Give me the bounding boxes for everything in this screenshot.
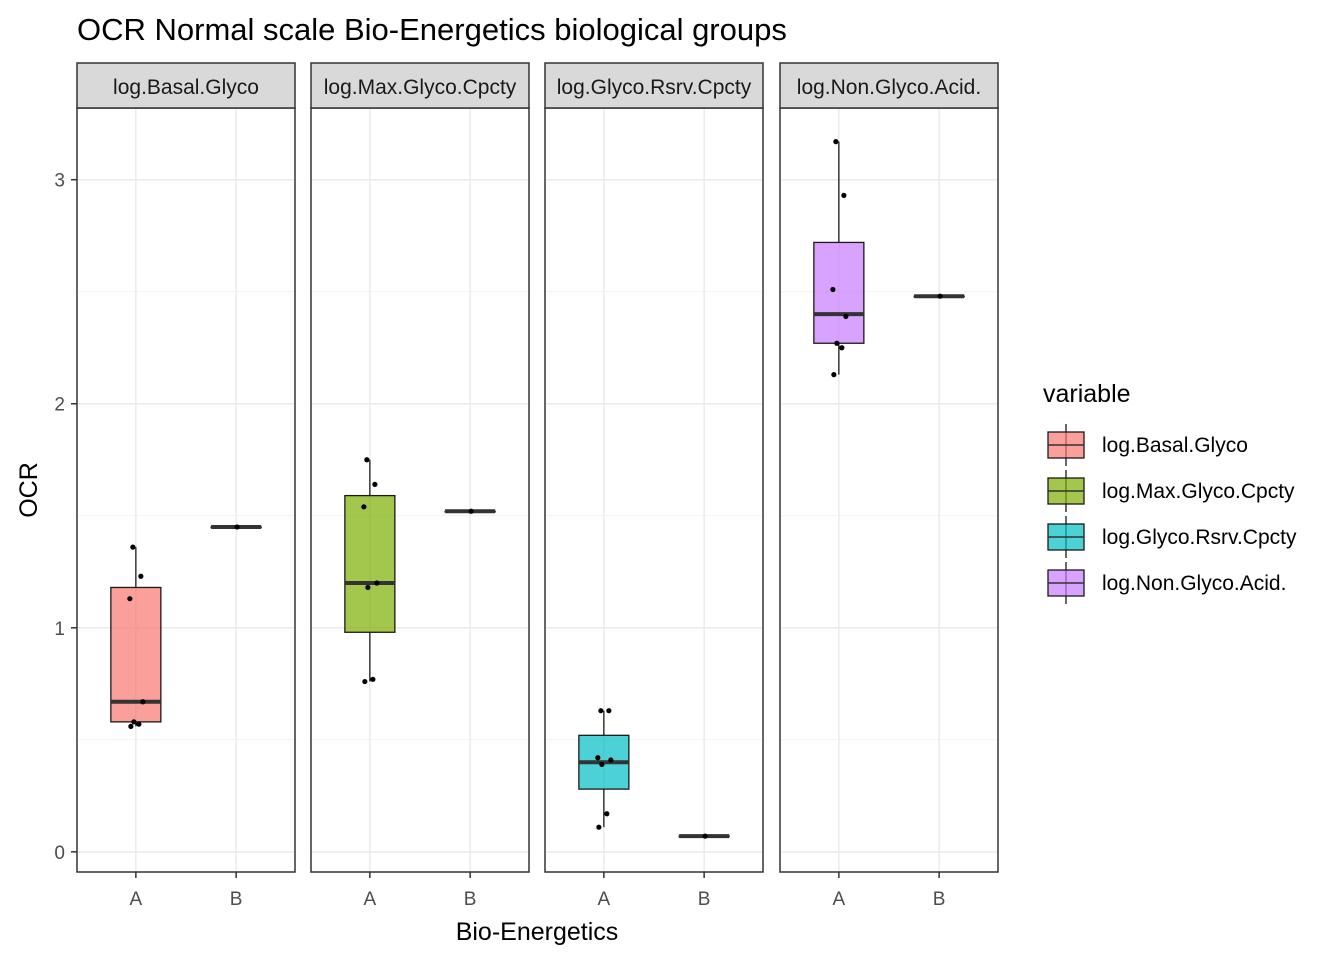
box-body [813,241,865,344]
legend-entry: log.Glyco.Rsrv.Cpcty [1047,516,1297,558]
legend-entry-label: log.Glyco.Rsrv.Cpcty [1102,526,1297,549]
x-tick-label: B [464,889,477,910]
x-tick-label: B [933,889,946,910]
data-point [364,457,370,463]
box [344,459,396,682]
facet-panel: log.Max.Glyco.Cpcty A B [310,62,530,910]
y-axis-title: OCR [15,462,43,518]
legend-entry-label: log.Non.Glyco.Acid. [1102,572,1286,595]
data-point [834,340,840,346]
panel-background [545,108,763,872]
y-tick-label: 2 [54,395,65,416]
data-point [841,192,847,198]
box [813,141,865,375]
x-tick-label: B [230,889,243,910]
facet-strip [779,62,999,109]
data-point [843,313,849,319]
data-point [365,584,371,591]
facet-panel: log.Glyco.Rsrv.Cpcty A B [544,62,764,910]
box-body [344,494,396,633]
data-point [596,824,602,830]
data-point [831,372,837,378]
data-point [830,286,836,293]
legend-entry-label: log.Max.Glyco.Cpcty [1102,480,1295,503]
facet-strip-label: log.Basal.Glyco [113,76,259,99]
panel-background [77,108,295,872]
data-point [372,481,378,487]
data-point [608,757,614,763]
data-point [468,508,474,514]
data-point [128,723,134,729]
data-point [595,755,601,761]
chart-title: OCR Normal scale Bio-Energetics biologic… [77,12,787,47]
x-axis-title: Bio-Energetics [456,918,619,946]
facet-strip-label: log.Non.Glyco.Acid. [797,76,981,99]
data-point [702,833,708,839]
facet-strip-label: log.Glyco.Rsrv.Cpcty [557,76,752,99]
data-point [127,596,133,602]
legend-entry: log.Max.Glyco.Cpcty [1047,470,1295,512]
legend-entry-label: log.Basal.Glyco [1102,434,1248,457]
x-tick-label: A [833,889,846,910]
legend-entry: log.Non.Glyco.Acid. [1047,562,1286,604]
data-point [606,708,612,714]
facet-strip [544,62,764,109]
data-point [138,573,144,579]
data-point [604,811,610,817]
data-point [131,719,137,725]
data-point [136,721,142,727]
facet-strip [310,62,530,109]
y-tick-label: 3 [54,171,65,192]
x-tick-label: B [698,889,711,910]
facet-panel: log.Basal.Glyco A B [76,62,296,910]
y-tick-label: 1 [54,619,65,640]
data-point [598,708,604,714]
x-tick-label: A [364,889,377,910]
data-point [374,580,380,586]
data-point [370,676,376,682]
panel-background [311,108,529,872]
y-axis: 0 1 2 3 [54,171,77,864]
facet-panel: log.Non.Glyco.Acid. A B [779,62,999,910]
data-point [937,293,943,299]
data-point [839,345,845,351]
y-tick-label: 0 [54,843,65,864]
x-tick-label: A [598,889,611,910]
box [578,710,630,828]
data-point [833,139,839,145]
facet-strip-label: log.Max.Glyco.Cpcty [324,76,517,99]
legend-title: variable [1043,380,1131,408]
data-point [140,699,146,705]
x-tick-label: A [130,889,143,910]
legend-entry: log.Basal.Glyco [1047,424,1248,466]
data-point [361,504,367,510]
box [110,547,162,727]
facet-strip [76,62,296,109]
data-point [599,761,605,768]
box-body [110,586,162,723]
panel-background [780,108,998,872]
data-point [234,524,240,530]
data-point [130,544,136,550]
data-point [362,678,368,685]
legend: variable log.Basal.Glyco log.Max.Glyco.Cpc… [1043,380,1297,604]
